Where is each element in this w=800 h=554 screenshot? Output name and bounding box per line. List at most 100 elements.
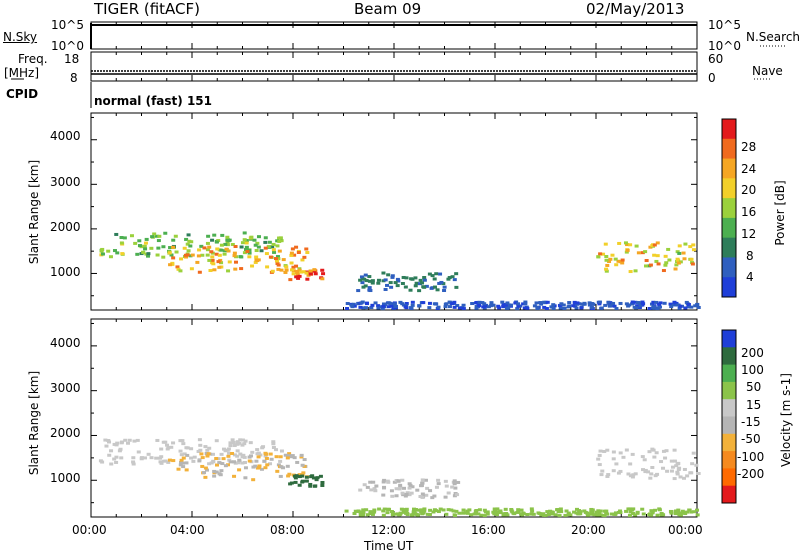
power-cell	[414, 281, 419, 285]
power-cell	[273, 257, 278, 261]
velocity-cell	[300, 463, 305, 467]
velocity-cell	[158, 460, 163, 464]
velocity-cell	[104, 444, 109, 448]
power-cell	[509, 303, 514, 307]
velocity-cell	[155, 438, 160, 442]
power-colorbar-swatch	[722, 257, 736, 278]
power-cell	[349, 303, 354, 307]
power-cell	[220, 233, 225, 237]
power-cell	[247, 255, 252, 259]
power-cell	[207, 245, 212, 249]
velocity-cell	[428, 508, 433, 512]
power-cell	[427, 301, 432, 305]
power-cell	[434, 302, 439, 306]
power-cell	[274, 259, 279, 263]
velocity-cell	[670, 465, 675, 469]
velocity-cell	[390, 494, 395, 498]
power-cell	[202, 246, 207, 250]
velocity-cell	[663, 456, 668, 460]
power-cell	[256, 235, 261, 239]
power-cell	[409, 306, 414, 310]
power-cell	[359, 275, 364, 279]
velocity-cell	[563, 513, 568, 517]
power-cell	[559, 302, 564, 306]
velocity-cell	[264, 452, 269, 456]
power-cell	[442, 285, 447, 289]
power-cell	[247, 251, 252, 255]
power-cell	[430, 286, 435, 290]
velocity-cell	[235, 449, 240, 453]
velocity-cell	[120, 440, 125, 444]
power-cell	[677, 251, 682, 255]
velocity-cell	[628, 462, 633, 466]
power-cell	[291, 265, 296, 269]
time-tick-5: 20:00	[571, 523, 606, 537]
power-cell	[393, 281, 398, 285]
velocity-cell	[365, 513, 370, 517]
power-cell	[667, 258, 672, 262]
power-cell	[363, 273, 368, 277]
velocity-cell	[649, 472, 654, 476]
power-cell	[313, 272, 318, 276]
velocity-cell	[661, 466, 666, 470]
power-cell	[275, 239, 280, 243]
velocity-cbar-tick-15: 15	[746, 398, 762, 412]
power-cell	[696, 305, 701, 309]
velocity-cell	[295, 460, 300, 464]
velocity-cell	[424, 493, 429, 497]
power-cell	[477, 300, 482, 304]
velocity-cell	[691, 510, 696, 514]
velocity-cell	[212, 469, 217, 473]
velocity-cell	[302, 458, 307, 462]
velocity-cell	[397, 487, 402, 491]
velocity-cell	[438, 507, 443, 511]
power-cell	[345, 302, 350, 306]
velocity-cell	[285, 464, 290, 468]
velocity-cell	[219, 452, 224, 456]
power-cell	[623, 241, 628, 245]
power-cell	[684, 300, 689, 304]
velocity-cell	[453, 514, 458, 518]
velocity-cell	[238, 452, 243, 456]
velocity-cell	[589, 507, 594, 511]
velocity-cell	[664, 449, 669, 453]
velocity-cell	[633, 472, 638, 476]
power-cell	[146, 252, 151, 256]
power-cell	[266, 245, 271, 249]
velocity-cell	[479, 513, 484, 517]
velocity-cell	[555, 508, 560, 512]
velocity-cell	[207, 446, 212, 450]
velocity-cell	[278, 459, 283, 463]
velocity-cell	[249, 454, 254, 458]
velocity-cell	[675, 462, 680, 466]
power-cell	[410, 303, 415, 307]
power-cell	[657, 302, 662, 306]
power-cell	[579, 306, 584, 310]
power-cell	[505, 301, 510, 305]
velocity-cell	[232, 453, 237, 457]
velocity-cell	[404, 511, 409, 515]
power-cell	[625, 248, 630, 252]
power-cell	[506, 306, 511, 310]
velocity-cell	[167, 458, 172, 462]
velocity-cell	[258, 453, 263, 457]
velocity-cell	[494, 510, 499, 514]
velocity-cell	[449, 508, 454, 512]
power-cell	[523, 300, 528, 304]
velocity-colorbar-swatch	[722, 433, 736, 452]
velocity-cell	[419, 510, 424, 514]
velocity-cell	[597, 511, 602, 515]
velocity-cell	[665, 469, 670, 473]
velocity-cell	[550, 512, 555, 516]
velocity-cell	[669, 469, 674, 473]
velocity-cell	[521, 511, 526, 515]
sky-right-tick-bottom: 10^0	[708, 39, 741, 53]
velocity-cell	[262, 459, 267, 463]
velocity-cell	[381, 480, 386, 484]
power-cell	[664, 261, 669, 265]
power-cell	[361, 285, 366, 289]
velocity-cell	[382, 478, 387, 482]
power-cell	[395, 284, 400, 288]
power-cell	[516, 302, 521, 306]
power-cell	[452, 300, 457, 304]
